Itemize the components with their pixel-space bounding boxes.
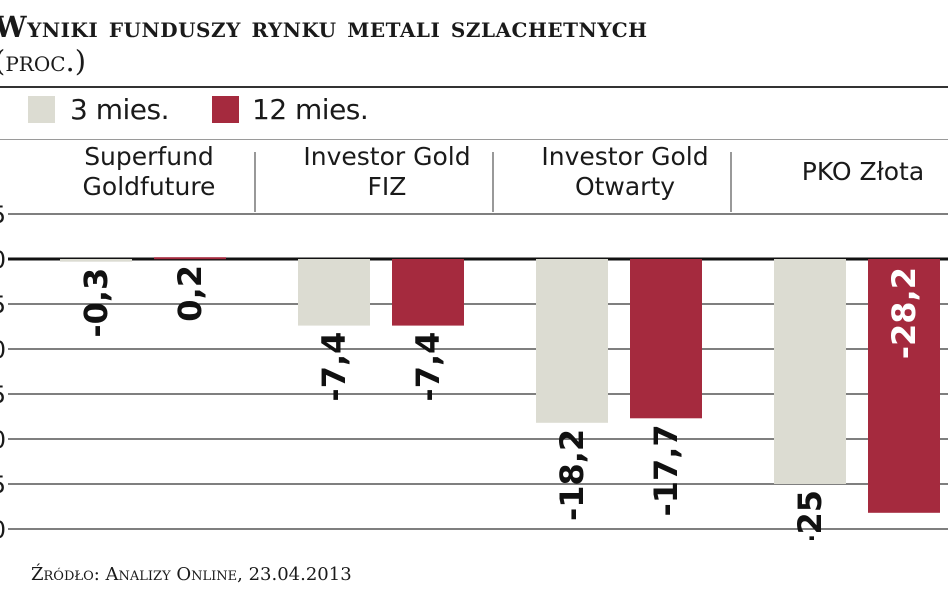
value-label: 0,2	[171, 265, 209, 322]
legend-label-3m: 3 mies.	[70, 93, 169, 126]
category-label: Investor Gold	[541, 142, 708, 171]
y-tick-label: 5	[0, 291, 6, 319]
title-divider	[0, 86, 948, 88]
y-tick-label: 20	[0, 426, 6, 454]
value-label: -18,2	[553, 429, 591, 521]
legend-swatch-3m	[28, 96, 55, 123]
category-label: PKO Złota	[802, 157, 924, 186]
chart-subtitle: (proc.)	[0, 44, 87, 78]
y-tick-label: 5	[0, 201, 6, 229]
bar-12m	[392, 259, 464, 326]
value-label: -25	[791, 490, 829, 540]
y-tick-label: 10	[0, 336, 6, 364]
category-label: Investor Gold	[303, 142, 470, 171]
value-label: -0,3	[77, 268, 115, 338]
chart-title: Wyniki funduszy rynku metali szlachetnyc…	[0, 10, 648, 44]
bar-12m	[868, 259, 940, 513]
value-label: -7,4	[409, 332, 447, 402]
value-label: -7,4	[315, 332, 353, 402]
bar-3m	[774, 259, 846, 484]
bar-3m	[298, 259, 370, 326]
bar-12m	[630, 259, 702, 419]
legend-divider	[0, 139, 948, 140]
bar-3m	[536, 259, 608, 423]
category-label: Otwarty	[575, 172, 675, 201]
y-tick-label: 30	[0, 516, 6, 540]
y-tick-label: 15	[0, 381, 6, 409]
bar-3m	[60, 259, 132, 262]
bar-12m	[154, 257, 226, 260]
legend-swatch-12m	[212, 96, 239, 123]
legend-label-12m: 12 mies.	[252, 93, 369, 126]
category-label: FIZ	[368, 172, 407, 201]
source-note: Źródło: Analizy Online, 23.04.2013	[31, 564, 352, 585]
y-tick-label: 0	[0, 246, 6, 274]
value-label: -17,7	[647, 424, 685, 516]
category-label: Goldfuture	[83, 172, 216, 201]
value-label: -28,2	[885, 267, 923, 359]
category-label: Superfund	[84, 142, 214, 171]
y-tick-label: 25	[0, 471, 6, 499]
